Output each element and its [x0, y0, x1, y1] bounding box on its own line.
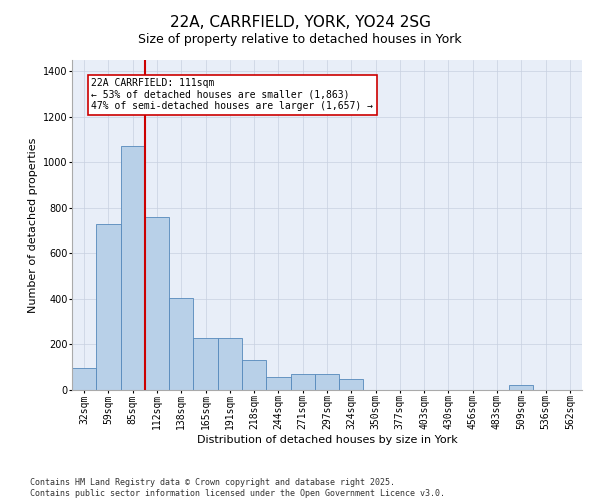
Bar	[193, 338, 218, 390]
Bar	[121, 146, 145, 390]
Bar	[266, 378, 290, 390]
Bar	[72, 368, 96, 390]
Bar	[145, 217, 169, 390]
Bar	[96, 224, 121, 390]
Bar	[169, 298, 193, 390]
Bar	[509, 386, 533, 390]
X-axis label: Distribution of detached houses by size in York: Distribution of detached houses by size …	[197, 435, 457, 445]
Bar	[315, 374, 339, 390]
Bar	[242, 360, 266, 390]
Y-axis label: Number of detached properties: Number of detached properties	[28, 138, 38, 312]
Text: 22A CARRFIELD: 111sqm
← 53% of detached houses are smaller (1,863)
47% of semi-d: 22A CARRFIELD: 111sqm ← 53% of detached …	[91, 78, 373, 112]
Text: 22A, CARRFIELD, YORK, YO24 2SG: 22A, CARRFIELD, YORK, YO24 2SG	[170, 15, 431, 30]
Bar	[218, 338, 242, 390]
Bar	[290, 374, 315, 390]
Text: Contains HM Land Registry data © Crown copyright and database right 2025.
Contai: Contains HM Land Registry data © Crown c…	[30, 478, 445, 498]
Bar	[339, 378, 364, 390]
Text: Size of property relative to detached houses in York: Size of property relative to detached ho…	[138, 32, 462, 46]
